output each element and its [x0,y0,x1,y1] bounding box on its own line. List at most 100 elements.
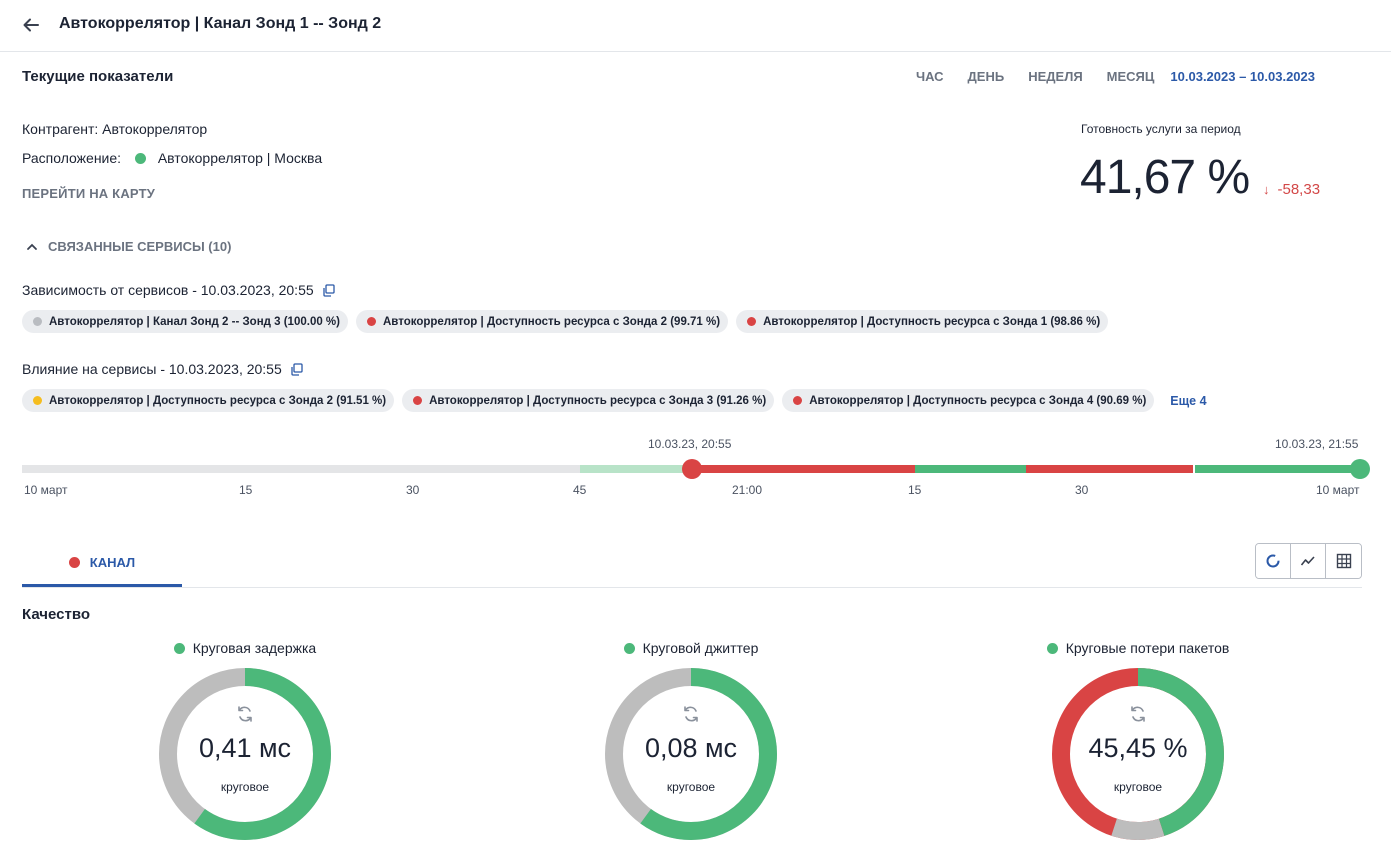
dependency-label: Зависимость от сервисов - 10.03.2023, 20… [22,282,335,298]
timeline-tick: 10 март [1316,483,1360,497]
chevron-up-icon [27,243,37,250]
influence-chip[interactable]: Автокоррелятор | Доступность ресурса с З… [22,389,395,412]
influence-chip[interactable]: Автокоррелятор | Доступность ресурса с З… [782,389,1155,412]
timeline-end-time: 10.03.23, 21:55 [1275,437,1359,451]
chip-text: Автокоррелятор | Доступность ресурса с З… [49,394,387,407]
period-selector: ЧАС ДЕНЬ НЕДЕЛЯ МЕСЯЦ 10.03.2023 – 10.03… [892,69,1315,84]
view-toggle [1255,543,1362,579]
metric-label: Круговая задержка [115,640,375,656]
line-view-button[interactable] [1291,544,1326,578]
metric-label: Круговой джиттер [561,640,821,656]
metric-label-text: Круговые потери пакетов [1065,640,1230,656]
influence-label: Влияние на сервисы - 10.03.2023, 20:55 [22,361,303,377]
timeline-segment-fail [692,465,915,473]
influence-chips: Автокоррелятор | Доступность ресурса с З… [22,389,1207,412]
status-dot [747,317,757,326]
donut-chart [605,668,777,840]
influence-label-text: Влияние на сервисы - 10.03.2023, 20:55 [22,361,282,377]
status-dot [413,396,423,405]
status-dot [793,396,803,405]
status-dot [33,317,42,326]
availability-delta: ↓ -58,33 [1263,181,1320,198]
timeline-tick: 30 [1075,483,1089,497]
tab-channel[interactable]: КАНАЛ [22,540,182,587]
donut-chart-icon [1266,554,1280,568]
tab-status-dot [68,556,80,568]
timeline-tick: 10 март [24,483,68,497]
metric-value: 0,41 мс [198,733,292,763]
timeline-segment-ok [915,465,1026,473]
chip-text: Автокоррелятор | Доступность ресурса с З… [809,394,1147,407]
period-hour[interactable]: ЧАС [915,69,944,84]
chip-text: Автокоррелятор | Доступность ресурса с З… [429,394,767,407]
metric-label-text: Круговой джиттер [642,640,759,656]
arrow-left-icon [23,18,39,32]
metric-donut: 0,41 мс круговое [157,666,333,842]
donut-chart [1052,668,1224,840]
related-services-toggle[interactable]: СВЯЗАННЫЕ СЕРВИСЫ (10) [26,239,231,254]
timeline-tick: 45 [573,483,587,497]
timeline-cursor-handle[interactable] [682,459,702,479]
tab-label: КАНАЛ [89,554,136,570]
timeline-segment-fail [1026,465,1193,473]
location-label: Расположение: [22,150,122,166]
go-to-map-link[interactable]: ПЕРЕЙТИ НА КАРТУ [22,186,156,201]
refresh-icon [684,706,698,722]
date-range-picker[interactable]: 10.03.2023 – 10.03.2023 [1170,69,1315,84]
arrow-down-icon: ↓ [1263,182,1270,197]
influence-chip[interactable]: Автокоррелятор | Доступность ресурса с З… [402,389,775,412]
timeline-end-marker [1350,459,1370,479]
related-services-label: СВЯЗАННЫЕ СЕРВИСЫ (10) [48,239,232,254]
current-indicators-title: Текущие показатели [22,68,174,85]
status-timeline: 10.03.23, 20:55 10.03.23, 21:55 10 март … [22,435,1370,505]
availability-value: 41,67 % [1080,151,1250,204]
period-day[interactable]: ДЕНЬ [967,69,1005,84]
back-button[interactable] [18,12,44,38]
metric-donut: 0,08 мс круговое [603,666,779,842]
show-more-link[interactable]: Еще 4 [1170,393,1207,408]
availability-delta-value: -58,33 [1277,181,1321,198]
quality-title: Качество [22,606,91,623]
location-info: Расположение: Автокоррелятор | Москва [22,150,322,166]
metric-label-text: Круговая задержка [192,640,317,656]
chip-text: Автокоррелятор | Доступность ресурса с З… [763,315,1101,328]
timeline-tick: 21:00 [732,483,763,497]
dependency-chip[interactable]: Автокоррелятор | Доступность ресурса с З… [355,310,729,333]
location-value: Автокоррелятор | Москва [157,150,323,166]
timeline-segment-nodata [22,465,580,473]
metric-sub: круговое [666,780,716,794]
page-header: Автокоррелятор | Канал Зонд 1 -- Зонд 2 [0,0,1391,52]
donut-view-button[interactable] [1256,544,1291,578]
metric-value: 45,45 % [1088,733,1188,763]
metric-sub: круговое [1113,780,1163,794]
metric-value: 0,08 мс [644,733,738,763]
dependency-chip[interactable]: Автокоррелятор | Доступность ресурса с З… [736,310,1109,333]
timeline-tick: 30 [406,483,420,497]
dependency-chip[interactable]: Автокоррелятор | Канал Зонд 2 -- Зонд 3 … [22,310,348,333]
metric-tabs: КАНАЛ [22,540,1362,588]
timeline-tick: 15 [239,483,253,497]
copy-icon [291,362,303,376]
donut-chart [159,668,331,840]
line-chart-icon [1300,556,1315,566]
period-month[interactable]: МЕСЯЦ [1106,69,1155,84]
period-week[interactable]: НЕДЕЛЯ [1028,69,1083,84]
donut-center: 0,41 мс круговое [157,666,333,842]
availability-label: Готовность услуги за период [1081,122,1241,136]
dependency-chips: Автокоррелятор | Канал Зонд 2 -- Зонд 3 … [22,310,1109,333]
metric-label: Круговые потери пакетов [1008,640,1268,656]
timeline-gap [1193,465,1195,473]
status-dot [366,317,376,326]
status-dot [33,396,42,405]
donut-center: 45,45 % круговое [1050,666,1226,842]
metric-donut: 45,45 % круговое [1050,666,1226,842]
metric-sub: круговое [220,780,270,794]
page-title: Автокоррелятор | Канал Зонд 1 -- Зонд 2 [59,15,382,32]
table-view-button[interactable] [1326,544,1361,578]
contractor-info: Контрагент: Автокоррелятор [22,121,208,137]
location-status-dot [134,152,146,164]
metric-status-dot [173,642,185,654]
chip-text: Автокоррелятор | Доступность ресурса с З… [382,315,721,328]
chip-text: Автокоррелятор | Канал Зонд 2 -- Зонд 3 … [49,315,340,328]
timeline-segment-ok [1195,465,1359,473]
